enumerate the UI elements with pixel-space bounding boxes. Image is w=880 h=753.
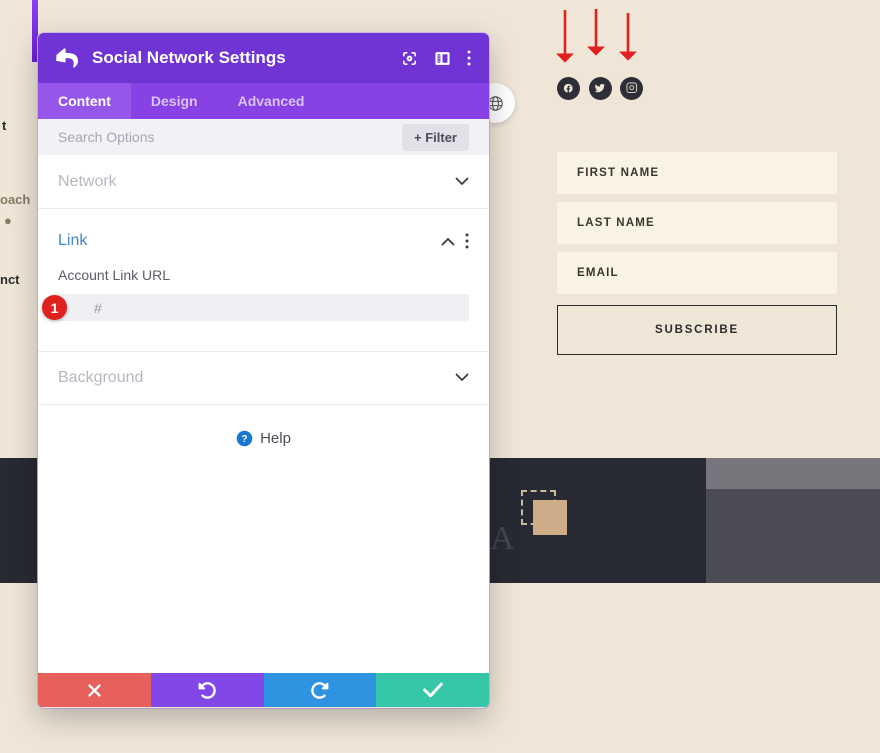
svg-text:?: ? [242,434,248,445]
